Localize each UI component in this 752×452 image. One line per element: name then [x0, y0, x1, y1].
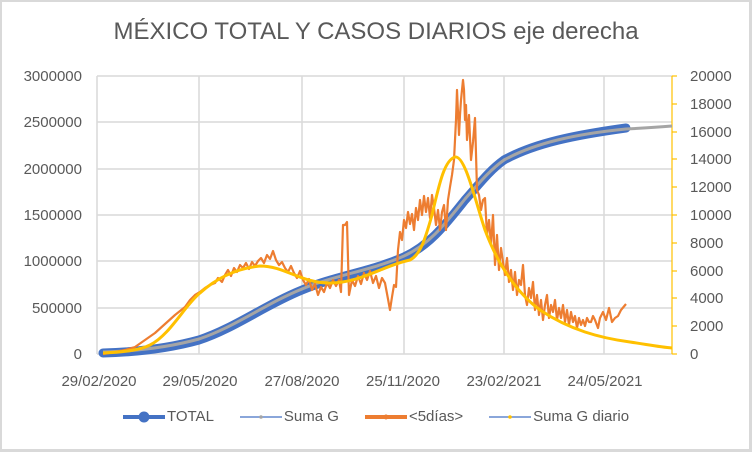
- svg-text:14000: 14000: [690, 151, 732, 168]
- svg-text:24/05/2021: 24/05/2021: [567, 373, 642, 390]
- svg-text:25/11/2020: 25/11/2020: [366, 373, 440, 390]
- svg-text:6000: 6000: [690, 263, 723, 280]
- svg-text:0: 0: [74, 346, 82, 363]
- svg-text:29/05/2020: 29/05/2020: [162, 373, 237, 390]
- svg-text:1000000: 1000000: [24, 253, 82, 270]
- series-suma-g-diario: [102, 155, 673, 355]
- series-suma-g: [102, 124, 673, 354]
- legend-item-5dias[interactable]: <5días>: [364, 408, 463, 425]
- svg-text:20000: 20000: [690, 68, 732, 85]
- legend-marker-suma-g-icon: [239, 414, 282, 419]
- series-5dias: [102, 78, 627, 356]
- svg-text:23/02/2021: 23/02/2021: [466, 373, 541, 390]
- legend-marker-total-icon: [122, 411, 165, 422]
- legend-item-suma-g-diario[interactable]: Suma G diario: [489, 408, 629, 425]
- svg-text:2500000: 2500000: [24, 114, 82, 131]
- svg-text:10000: 10000: [690, 207, 732, 224]
- svg-text:1500000: 1500000: [24, 207, 82, 224]
- svg-text:4000: 4000: [690, 290, 723, 307]
- legend: TOTAL Suma G <5días> Suma G diario: [0, 408, 752, 425]
- svg-text:12000: 12000: [690, 179, 732, 196]
- svg-text:18000: 18000: [690, 96, 732, 113]
- legend-item-suma-g[interactable]: Suma G: [239, 408, 339, 425]
- left-axis-labels: 0 500000 1000000 1500000 2000000 2500000…: [24, 68, 82, 363]
- gridlines: [96, 75, 672, 355]
- svg-text:16000: 16000: [690, 124, 732, 141]
- svg-text:29/02/2020: 29/02/2020: [61, 373, 136, 390]
- svg-text:2000: 2000: [690, 318, 723, 335]
- legend-marker-suma-g-diario-icon: [489, 414, 532, 419]
- chart-title: MÉXICO TOTAL Y CASOS DIARIOS eje derecha: [113, 18, 639, 45]
- legend-item-total[interactable]: TOTAL: [122, 408, 214, 425]
- legend-marker-5dias-icon: [364, 414, 407, 419]
- series-total: [98, 123, 631, 358]
- svg-text:0: 0: [690, 346, 698, 363]
- x-axis-labels: 29/02/2020 29/05/2020 27/08/2020 25/11/2…: [61, 373, 642, 390]
- right-axis-labels: 0 2000 4000 6000 8000 10000 12000 14000 …: [690, 68, 732, 363]
- svg-text:500000: 500000: [32, 300, 82, 317]
- right-axis: [671, 75, 677, 355]
- svg-text:27/08/2020: 27/08/2020: [264, 373, 339, 390]
- svg-text:8000: 8000: [690, 235, 723, 252]
- svg-text:2000000: 2000000: [24, 161, 82, 178]
- svg-text:3000000: 3000000: [24, 68, 82, 85]
